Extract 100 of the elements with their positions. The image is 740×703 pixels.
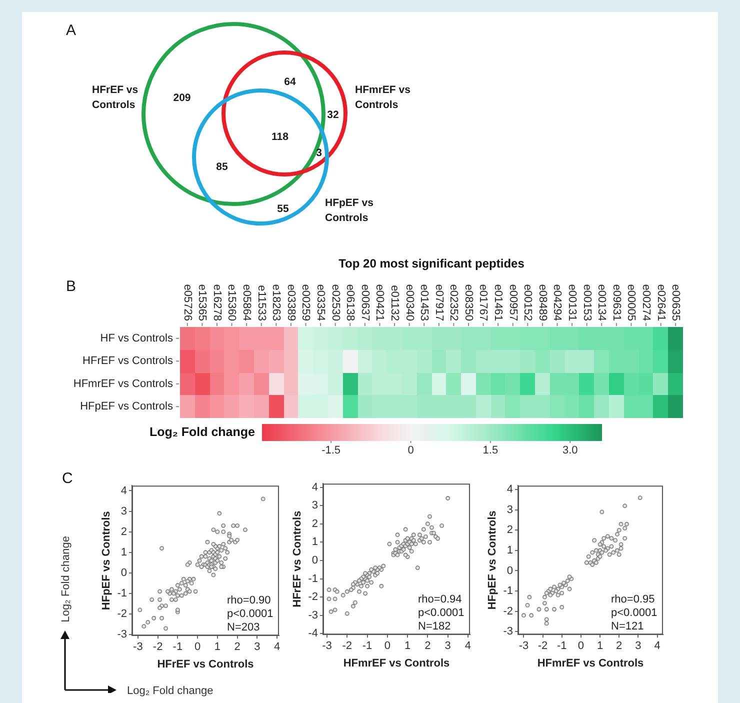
annotation: rho=0.94 <box>418 594 462 606</box>
x-axis-title: HFmrEF vs Controls <box>343 657 450 670</box>
x-tick-label: -3 <box>518 640 529 652</box>
x-tick-label: -1 <box>556 640 567 652</box>
x-tick-label: e01453 <box>418 284 430 321</box>
text: 55 <box>277 202 289 215</box>
x-tick-label: 2 <box>424 640 431 652</box>
annotation: N=203 <box>227 622 260 634</box>
x-tick-label: e09631 <box>610 284 622 321</box>
x-tick-label: 4 <box>654 640 660 652</box>
color-bar-label: 1.5 <box>482 444 498 457</box>
x-axis-title: HFmrEF vs Controls <box>537 657 644 670</box>
annotation: p<0.0001 <box>418 607 464 620</box>
x-tick-label: 2 <box>234 641 240 654</box>
y-tick-label: 2 <box>120 526 127 538</box>
x-tick-label: -1 <box>172 641 183 654</box>
y-tick-label: 0 <box>312 554 318 567</box>
x-tick-label: e00005 <box>625 284 638 321</box>
x-tick-label: 3 <box>444 640 451 652</box>
y-tick-label: 0 <box>120 566 127 579</box>
y-tick-label: 3 <box>120 505 127 518</box>
x-tick-label: e16278 <box>210 284 223 321</box>
x-tick-label: 1 <box>214 641 220 654</box>
x-tick-label: 3 <box>254 641 260 654</box>
chart-title: Top 20 most significant peptides <box>338 256 525 270</box>
x-tick-label: e05864 <box>240 284 253 321</box>
x-tick-label: e15365 <box>196 284 208 321</box>
annotation: N=182 <box>418 620 451 633</box>
x-tick-label: e07917 <box>432 284 445 321</box>
y-tick-label: -2 <box>308 591 318 604</box>
text: 85 <box>216 160 228 173</box>
x-tick-label: e00152 <box>522 284 534 321</box>
text: Log₂ Fold change <box>127 684 214 698</box>
y-tick-label: -1 <box>308 572 318 585</box>
x-tick-label: 3 <box>635 640 642 652</box>
text: 32 <box>327 108 339 121</box>
x-tick-label: e03354 <box>314 284 327 321</box>
x-tick-label: e01767 <box>477 284 490 321</box>
x-tick-label: e00259 <box>300 284 312 321</box>
x-tick-label: e00421 <box>374 284 386 321</box>
text: B <box>66 278 76 296</box>
x-tick-label: e00340 <box>403 284 416 321</box>
annotation: p<0.0001 <box>227 608 274 620</box>
y-tick-label: 2 <box>312 518 318 530</box>
x-tick-label: e04294 <box>551 284 564 321</box>
annotation: rho=0.95 <box>611 594 655 606</box>
y-tick-label: 3 <box>312 500 318 512</box>
color-bar-label: -1.5 <box>322 444 341 457</box>
x-tick-label: e01461 <box>492 284 504 321</box>
x-tick-label: e00131 <box>566 284 578 321</box>
x-tick-label: e00957 <box>506 284 519 321</box>
y-tick-label: -2 <box>117 608 127 620</box>
x-tick-label: e05726 <box>181 284 194 321</box>
y-tick-label: -1 <box>503 585 513 598</box>
x-tick-label: e03389 <box>284 284 297 321</box>
x-tick-label: 2 <box>616 640 622 652</box>
y-tick-label: -4 <box>308 628 318 640</box>
x-tick-label: -2 <box>342 640 352 652</box>
color-bar-title: Log₂ Fold change <box>149 424 256 439</box>
x-tick-label: 0 <box>384 640 390 652</box>
x-axis-title: HFrEF vs Controls <box>157 658 254 670</box>
annotation: rho=0.90 <box>227 594 271 607</box>
annotation: p<0.0001 <box>611 607 658 620</box>
text: 64 <box>284 76 296 88</box>
x-tick-label: -2 <box>152 641 163 654</box>
x-tick-label: e00274 <box>640 284 652 321</box>
annotation: N=121 <box>611 620 644 633</box>
text: Log₂ Fold change <box>59 536 73 622</box>
y-tick-label: -3 <box>117 628 127 641</box>
y-tick-label: HFmrEF vs Controls <box>73 378 174 390</box>
x-tick-label: 4 <box>274 641 280 654</box>
x-tick-label: -1 <box>362 640 372 652</box>
y-tick-label: 4 <box>120 484 127 497</box>
x-tick-label: e00635 <box>670 284 682 321</box>
y-tick-label: HF vs Controls <box>100 332 174 344</box>
x-tick-label: e02530 <box>329 284 342 321</box>
text: C <box>62 470 73 487</box>
y-tick-label: 1 <box>506 544 513 556</box>
x-tick-label: e08350 <box>462 284 474 321</box>
y-tick-label: -3 <box>503 626 513 638</box>
y-tick-label: 1 <box>120 546 127 558</box>
y-tick-label: -2 <box>503 605 513 618</box>
x-tick-label: 0 <box>578 640 584 652</box>
color-bar-label: 0 <box>408 444 414 457</box>
x-tick-label: e01132 <box>388 285 400 321</box>
y-tick-label: 4 <box>506 484 513 496</box>
text: A <box>66 22 76 40</box>
x-tick-label: e08489 <box>536 284 548 321</box>
text: 118 <box>272 130 289 143</box>
y-tick-label: 3 <box>506 504 513 516</box>
x-tick-label: e06138 <box>344 284 356 321</box>
y-tick-label: -1 <box>117 588 127 600</box>
y-tick-label: 4 <box>312 481 318 494</box>
color-bar-label: 3.0 <box>562 444 578 457</box>
y-tick-label: HFrEF vs Controls <box>82 355 174 368</box>
x-tick-label: e00153 <box>580 284 593 321</box>
y-tick-label: -3 <box>308 609 318 622</box>
x-tick-label: e18263 <box>270 284 282 321</box>
y-tick-label: HFpEF vs Controls <box>80 400 174 413</box>
x-tick-label: 1 <box>596 640 604 652</box>
